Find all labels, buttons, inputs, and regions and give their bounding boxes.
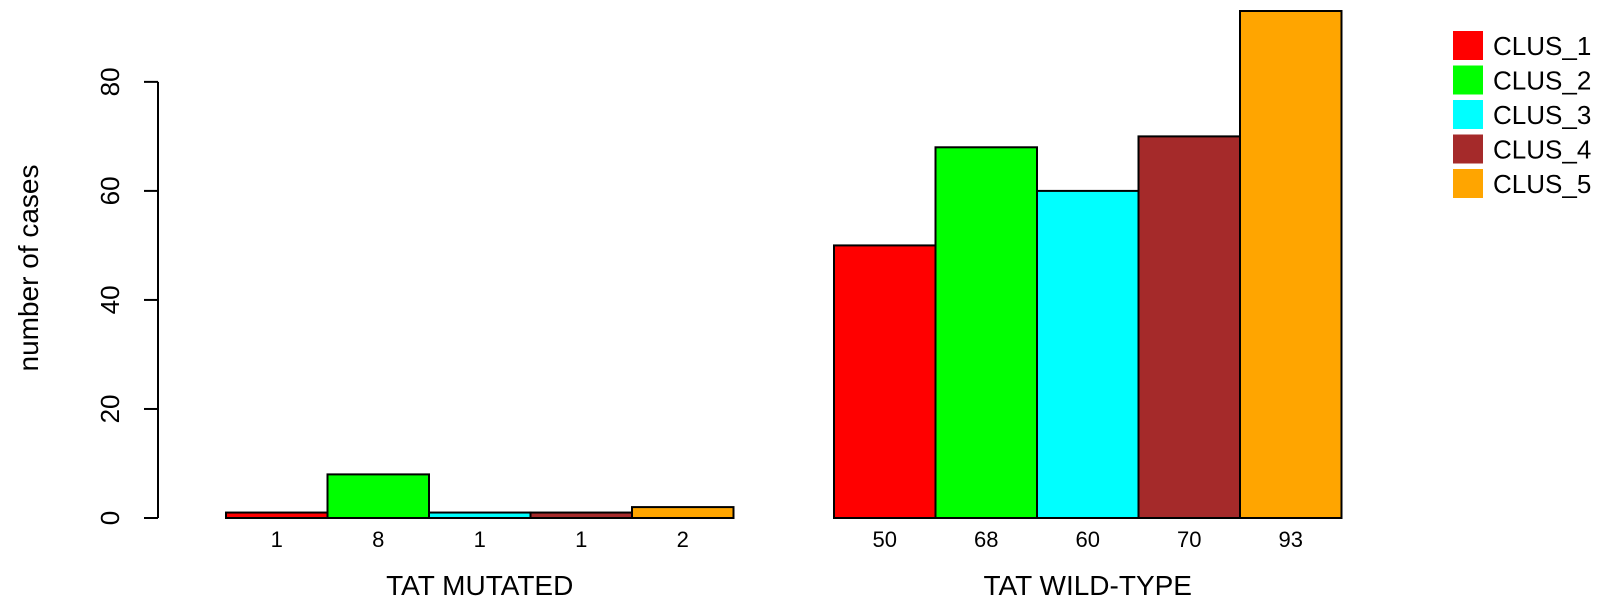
bar-clus_5-mutated bbox=[631, 506, 735, 519]
y-tick-label: 80 bbox=[95, 67, 125, 96]
y-tick-label: 40 bbox=[95, 285, 125, 314]
bar-count-label: 68 bbox=[974, 527, 998, 552]
bar-clus_1-mutated bbox=[225, 511, 329, 520]
legend-swatch-clus_4 bbox=[1453, 134, 1483, 164]
legend-swatch-clus_2 bbox=[1453, 65, 1483, 95]
legend-swatch-clus_5 bbox=[1453, 169, 1483, 198]
bar-clus_1-wild-type bbox=[833, 244, 937, 520]
legend: CLUS_1 CLUS_2 CLUS_3 CLUS_4 CLUS_5 bbox=[1453, 31, 1591, 199]
bar-clus_2-mutated bbox=[326, 473, 430, 519]
y-axis-label: number of cases bbox=[13, 165, 44, 372]
bar-count-label: 93 bbox=[1279, 527, 1303, 552]
legend-label: CLUS_5 bbox=[1493, 169, 1591, 199]
legend-label: CLUS_3 bbox=[1493, 100, 1591, 130]
bar-count-label: 8 bbox=[372, 527, 384, 552]
bar-count-label: 2 bbox=[677, 527, 689, 552]
count-labels: 1 8 1 1 2 50 68 60 70 93 bbox=[271, 527, 1303, 552]
y-tick-label: 0 bbox=[95, 511, 125, 525]
bar-clus_4-wild-type bbox=[1137, 135, 1241, 520]
group-label: TAT WILD-TYPE bbox=[984, 570, 1192, 600]
bar-count-label: 50 bbox=[873, 527, 897, 552]
bar-count-label: 1 bbox=[575, 527, 587, 552]
bars bbox=[225, 10, 1343, 520]
legend-swatch-clus_3 bbox=[1453, 100, 1483, 129]
legend-swatch-clus_1 bbox=[1453, 31, 1483, 60]
y-tick-label: 20 bbox=[95, 395, 125, 424]
bar-clus_5-wild-type bbox=[1239, 10, 1343, 519]
bar-count-label: 1 bbox=[474, 527, 486, 552]
legend-label: CLUS_4 bbox=[1493, 135, 1591, 165]
bar-count-label: 1 bbox=[271, 527, 283, 552]
bar-clus_4-mutated bbox=[529, 511, 633, 520]
y-axis: 0 20 40 60 80 bbox=[95, 67, 159, 525]
y-tick-label: 60 bbox=[95, 176, 125, 205]
bar-count-label: 60 bbox=[1076, 527, 1100, 552]
group-labels: TAT MUTATED TAT WILD-TYPE bbox=[386, 570, 1192, 600]
bar-clus_3-wild-type bbox=[1036, 189, 1140, 519]
legend-label: CLUS_1 bbox=[1493, 31, 1591, 61]
group-label: TAT MUTATED bbox=[386, 570, 573, 600]
legend-label: CLUS_2 bbox=[1493, 66, 1591, 96]
bar-clus_2-wild-type bbox=[934, 146, 1038, 520]
bar-clus_3-mutated bbox=[428, 511, 532, 520]
bar-count-label: 70 bbox=[1177, 527, 1201, 552]
